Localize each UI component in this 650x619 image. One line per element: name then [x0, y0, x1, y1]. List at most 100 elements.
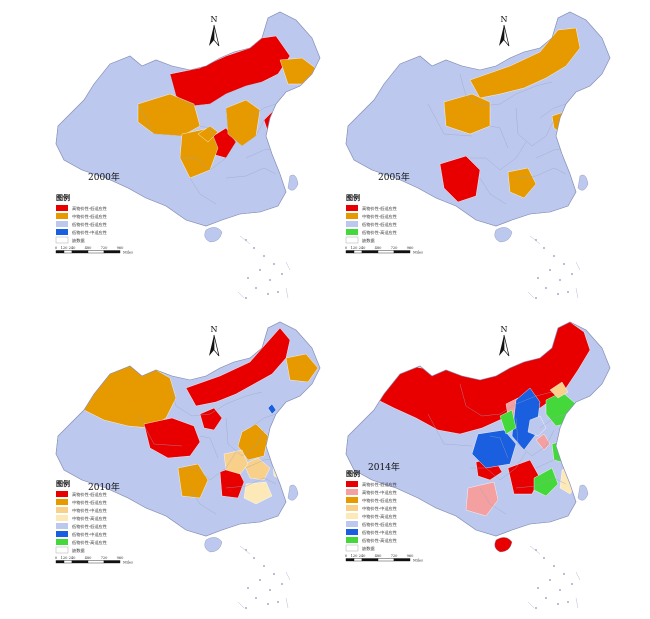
scale-segment-1	[63, 250, 73, 254]
legend-swatch-0	[346, 481, 358, 487]
year-label: 2000年	[88, 171, 120, 183]
north-label: N	[501, 15, 508, 24]
map-region-3	[465, 481, 499, 517]
map-region-3	[199, 407, 223, 431]
scale-tick-5: 960	[407, 246, 415, 250]
legend-swatch-4	[56, 523, 68, 529]
province-boundary-10	[539, 103, 567, 119]
province-boundary-0	[459, 73, 501, 107]
sea-island-dot-4	[259, 579, 261, 581]
sea-island-dot-11	[567, 291, 569, 293]
sea-island-dot-9	[557, 293, 559, 295]
map-region-5	[237, 423, 269, 461]
map-region-8	[499, 409, 517, 435]
sea-island-dot-1	[543, 557, 545, 559]
hainan-island	[204, 536, 223, 553]
legend-swatch-5	[346, 521, 358, 527]
sea-island-dot-6	[269, 279, 271, 281]
north-arrow-right-half	[503, 334, 510, 357]
map-region-6	[177, 463, 209, 499]
legend-swatch-7	[55, 546, 69, 554]
legend-swatch-3	[56, 515, 68, 521]
north-arrow-icon: N	[209, 325, 220, 357]
sea-island-dot-6	[559, 589, 561, 591]
legend-label-4: 缺数据	[362, 237, 375, 244]
year-label: 2010年	[88, 481, 120, 493]
scale-segment-2	[361, 558, 379, 562]
legend-label-4: 缺数据	[72, 237, 85, 244]
taiwan-island	[287, 484, 299, 501]
year-label: 2005年	[378, 171, 410, 183]
province-boundary-0	[169, 383, 211, 417]
province-boundary-3	[515, 107, 533, 147]
north-arrow-right-half	[213, 24, 220, 47]
legend-label-2: 中物价性-中适应性	[72, 507, 107, 514]
north-arrow-left-half	[209, 335, 214, 356]
sea-island-dot-9	[267, 293, 269, 295]
map-panel-2: N 2010年 图例高物价性-低适应性中物价性-低适应性中物价性-中适应性中物价性-…	[55, 321, 321, 609]
legend-label-6: 低物价性-中适应性	[362, 529, 397, 536]
taiwan-island	[287, 174, 299, 191]
province-boundary-5	[241, 429, 265, 457]
province-boundary-1	[427, 103, 473, 137]
scale-segment-2	[71, 560, 89, 564]
legend-label-1: 中物价性-低适应性	[362, 213, 397, 220]
legend-label-2: 中物价性-低适应性	[362, 497, 397, 504]
legend-swatch-2	[346, 221, 358, 227]
scale-tick-4: 720	[101, 246, 109, 250]
legend-swatch-6	[56, 539, 68, 545]
scale-segment-4	[393, 558, 411, 562]
map-region-9	[271, 429, 295, 453]
province-boundary-10	[249, 413, 277, 429]
legend-label-7: 低物价性-高适应性	[362, 537, 397, 544]
map-region-3	[137, 93, 201, 137]
hainan-island	[204, 226, 223, 243]
legend-label-2: 低物价性-低适应性	[362, 221, 397, 228]
scale-segment-3	[87, 250, 105, 254]
sea-island-dot-11	[277, 291, 279, 293]
sea-island-dot-3	[273, 263, 275, 265]
scale-segment-3	[87, 560, 105, 564]
sea-island-dot-7	[571, 583, 573, 585]
legend-label-6: 低物价性-高适应性	[72, 539, 107, 546]
map-panel-0: N 2000年图例高物价性-低适应性中物价性-低适应性低物价性-低适应性低物价性-…	[55, 11, 321, 299]
sea-island-dot-1	[253, 557, 255, 559]
province-boundary-4	[489, 435, 509, 459]
north-arrow-right-half	[503, 24, 510, 47]
province-boundary-5	[241, 119, 265, 147]
sea-boundary-dashes	[237, 545, 291, 609]
map-region-5	[507, 167, 537, 199]
province-boundary-11	[180, 157, 211, 171]
province-boundary-0	[169, 73, 211, 107]
scale-segment-4	[103, 250, 121, 254]
sea-island-dot-8	[545, 597, 547, 599]
legend-label-3: 低物价性-高适应性	[362, 229, 397, 236]
province-boundary-9	[189, 177, 217, 205]
sea-island-dot-1	[253, 247, 255, 249]
province-boundary-8	[225, 477, 277, 489]
north-arrow-left-half	[499, 25, 504, 46]
sea-island-dot-9	[267, 603, 269, 605]
north-label: N	[211, 15, 218, 24]
legend-swatch-3	[346, 229, 358, 235]
province-boundary-6	[499, 141, 527, 171]
province-boundary-6	[209, 141, 237, 171]
map-region-1	[143, 417, 201, 459]
scale-tick-0: 0	[55, 246, 58, 250]
legend-label-7: 缺数据	[72, 547, 85, 554]
sea-island-dot-10	[245, 607, 247, 609]
legend-swatch-0	[56, 491, 68, 497]
province-boundary-1	[137, 103, 183, 137]
sea-boundary-dashes	[237, 235, 291, 299]
scale-segment-4	[103, 560, 121, 564]
scale-tick-2: 240	[359, 246, 367, 250]
scale-segment-4	[393, 250, 411, 254]
legend-label-4: 中物价性-高适应性	[362, 513, 397, 520]
province-boundary-3	[225, 417, 243, 457]
legend-title: 图例	[346, 193, 360, 202]
province-boundary-9	[479, 177, 507, 205]
province-boundary-4	[489, 125, 509, 149]
north-arrow-icon: N	[209, 15, 220, 47]
legend-label-0: 高物价性-低适应性	[362, 205, 397, 212]
scale-tick-1: 120	[351, 554, 359, 558]
